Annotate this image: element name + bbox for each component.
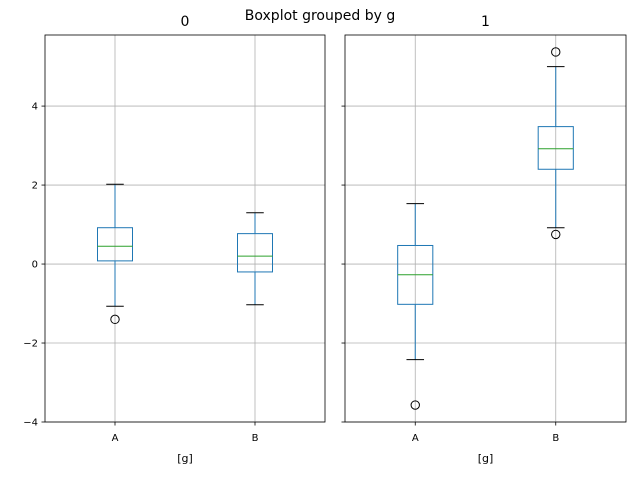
x-axis-label: [g] (177, 452, 193, 465)
subplot-title: 1 (481, 14, 490, 30)
subplot-0 (41, 34, 326, 426)
axes-frame (344, 34, 627, 423)
y-tick-label: 2 (32, 181, 38, 192)
y-tick-label: −4 (23, 418, 38, 429)
x-tick-label: B (552, 433, 559, 444)
y-tick-label: −2 (23, 339, 38, 350)
box-iqr (97, 227, 133, 262)
flier-point (410, 400, 420, 410)
x-tick-label: B (252, 433, 259, 444)
box-b (537, 47, 574, 240)
subplot-title: 0 (181, 14, 190, 30)
box-iqr (537, 126, 574, 170)
x-axis-label: [g] (478, 452, 494, 465)
box-a (97, 183, 133, 325)
x-tick-label: A (112, 433, 119, 444)
figure-suptitle: Boxplot grouped by g (244, 8, 396, 24)
y-tick-label: 4 (32, 102, 38, 113)
box-a (397, 203, 434, 410)
flier-point (110, 314, 120, 325)
y-tick-label: 0 (32, 260, 38, 271)
flier-point (551, 229, 561, 240)
x-tick-label: A (412, 433, 419, 444)
flier-point (551, 47, 561, 57)
axes-frame (44, 34, 326, 423)
box-iqr (237, 233, 273, 273)
subplot-1 (341, 34, 627, 426)
box-b (237, 212, 273, 306)
